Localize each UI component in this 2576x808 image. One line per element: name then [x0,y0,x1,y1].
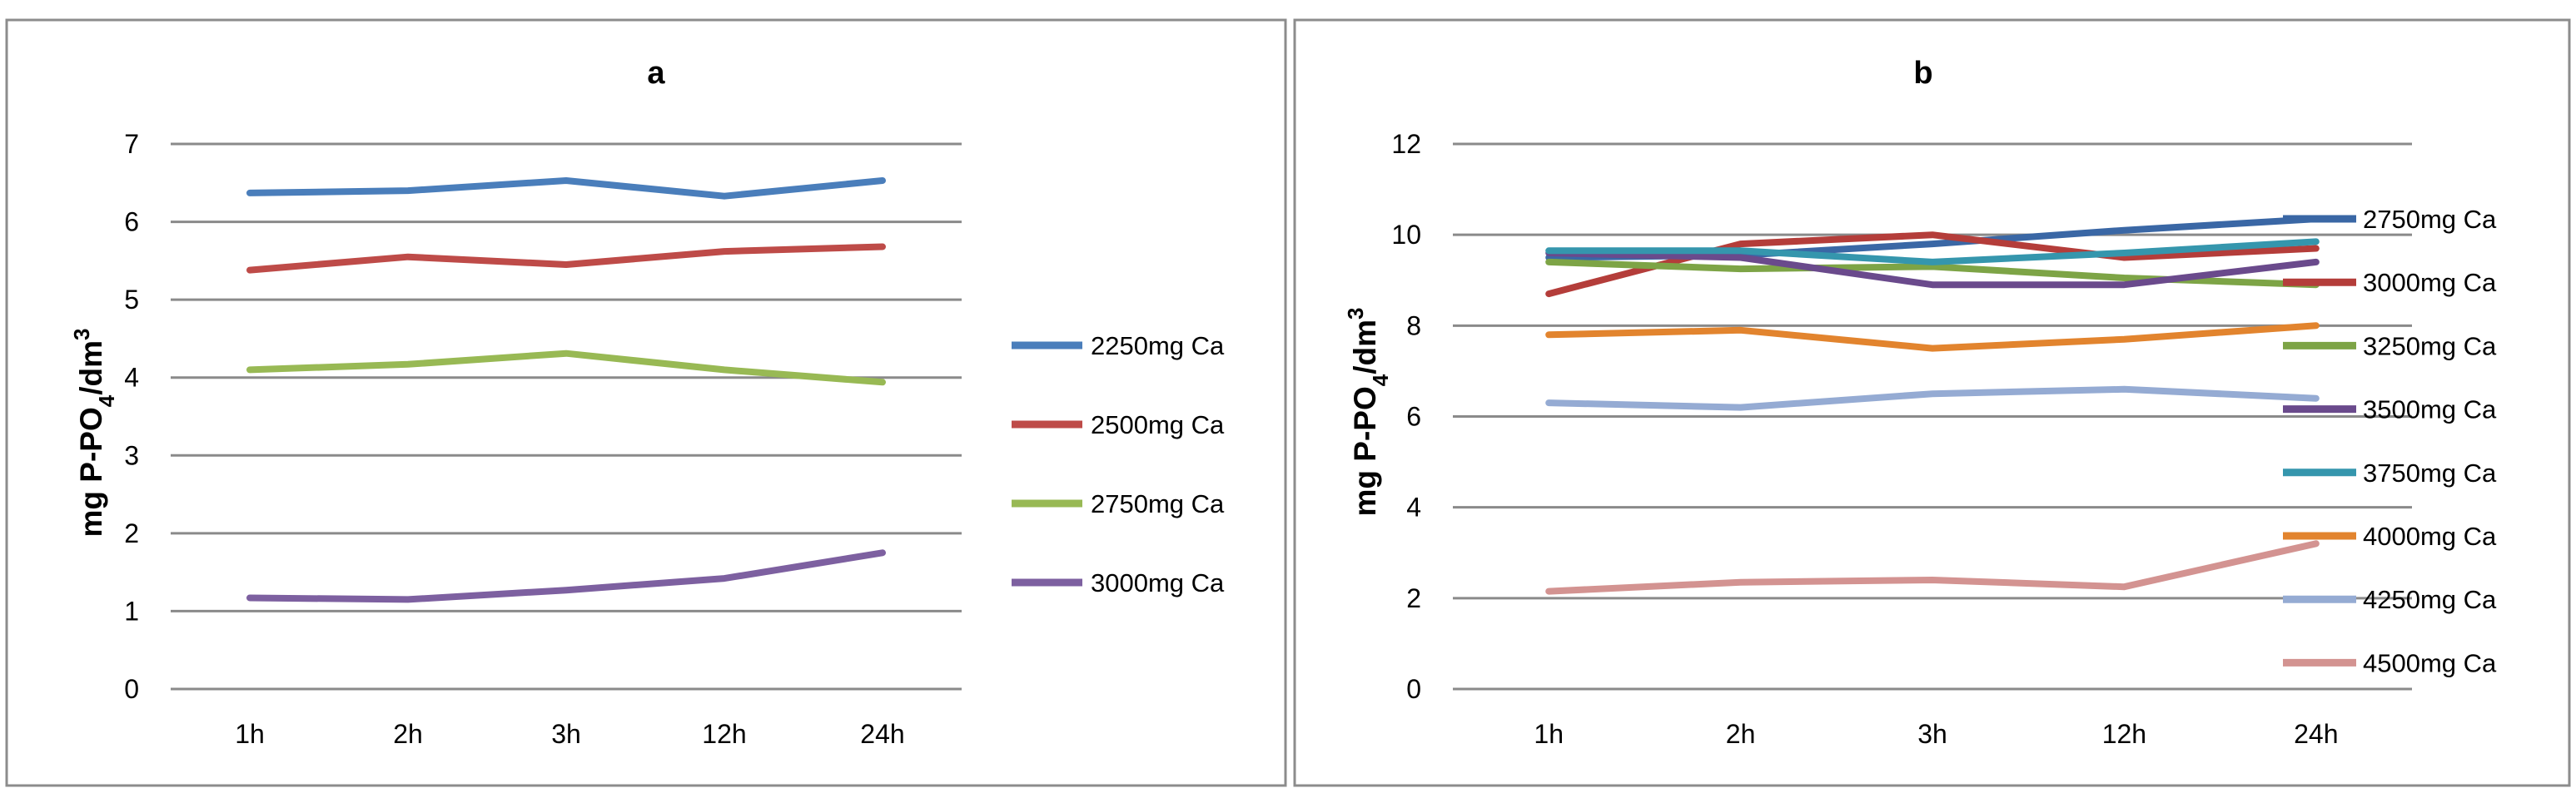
chart-a-x-tick-label: 3h [551,719,581,749]
chart-a-legend-label: 2250mg Ca [1091,331,1225,360]
chart-b-legend-label: 3500mg Ca [2363,395,2497,424]
chart-a-x-tick-label: 24h [860,719,904,749]
chart-a-legend: 2250mg Ca 2500mg Ca 2750mg Ca 3000mg Ca [1012,331,1225,597]
chart-a-x-ticks: 1h 2h 3h 12h 24h [235,719,904,749]
chart-a-y-tick-label: 1 [124,596,139,626]
chart-a-series-line-2250mg-ca [246,177,886,200]
chart-b-y-tick-label: 0 [1406,674,1421,704]
chart-a-legend-label: 2500mg Ca [1091,410,1225,439]
chart-b-x-tick-label: 3h [1917,719,1947,749]
chart-b-legend-label: 3750mg Ca [2363,459,2497,488]
chart-b-legend-label: 3000mg Ca [2363,268,2497,297]
chart-a-legend-label: 3000mg Ca [1091,568,1225,597]
chart-a-series [246,177,886,603]
chart-a-title: a [647,56,665,91]
chart-b-legend-label: 2750mg Ca [2363,205,2497,234]
chart-a-y-tick-label: 7 [124,129,139,159]
chart-b-series-line-4000mg-ca [1545,322,2320,352]
chart-a-y-tick-label: 5 [124,285,139,315]
chart-b-y-tick-label: 12 [1391,129,1421,159]
chart-a-x-tick-label: 1h [235,719,265,749]
chart-a-series-line-3000mg-ca [246,549,886,603]
chart-a-gridlines [171,142,962,691]
chart-b-frame [1293,18,2571,787]
chart-b-y-tick-label: 4 [1406,493,1421,523]
chart-b-gridlines [1453,142,2412,691]
chart-b-y-tick-label: 2 [1406,583,1421,613]
chart-a-series-line-2750mg-ca [246,349,886,386]
chart-b-y-tick-label: 6 [1406,402,1421,432]
chart-a-y-axis-label: mg P-PO4/dm3 [69,329,119,538]
chart-a-y-ticks: 0 1 2 3 4 5 6 7 [124,129,139,704]
chart-a-y-tick-label: 6 [124,207,139,237]
chart-b-legend-label: 4000mg Ca [2363,522,2497,551]
chart-b-y-tick-label: 10 [1391,220,1421,250]
chart-b-x-tick-label: 1h [1534,719,1564,749]
chart-a-x-tick-label: 12h [702,719,746,749]
chart-b-legend: 2750mg Ca 3000mg Ca 3250mg Ca 3500mg Ca 3750… [2283,205,2497,677]
chart-a-series-line-2500mg-ca [246,243,886,274]
chart-a-x-tick-label: 2h [393,719,423,749]
chart-b-legend-label: 4250mg Ca [2363,585,2497,614]
chart-b-title: b [1913,56,1932,91]
chart-b-y-ticks: 0 2 4 6 8 10 12 [1391,129,1421,704]
chart-b-series-line-3500mg-ca [1545,250,2320,289]
chart-a-legend-label: 2750mg Ca [1091,489,1225,518]
chart-b-x-ticks: 1h 2h 3h 12h 24h [1534,719,2338,749]
chart-b-x-tick-label: 24h [2294,719,2338,749]
chart-b-series-line-4500mg-ca [1545,540,2320,595]
chart-b-y-axis-label: mg P-PO4/dm3 [1343,308,1393,517]
chart-a-y-tick-label: 4 [124,363,139,393]
chart-b-y-tick-label: 8 [1406,310,1421,340]
chart-b: b 0 2 4 6 8 10 12 1h 2h 3h 12h 24h 2750mg Ca 3000mg… [1293,18,2571,787]
chart-b-legend-label: 4500mg Ca [2363,648,2497,677]
chart-a: a 0 1 2 3 4 5 6 7 1h 2h 3h 12h 24h 2250mg Ca 2500mg … [5,18,1287,787]
chart-b-series-line-3750mg-ca [1545,238,2320,265]
chart-b-legend-label: 3250mg Ca [2363,331,2497,360]
chart-a-y-tick-label: 3 [124,440,139,470]
chart-b-series-line-3000mg-ca [1545,231,2320,298]
chart-b-x-tick-label: 2h [1726,719,1756,749]
chart-a-y-tick-label: 2 [124,518,139,548]
chart-b-series [1545,216,2320,595]
chart-a-frame [5,18,1287,787]
chart-a-y-tick-label: 0 [124,674,139,704]
chart-b-x-tick-label: 12h [2102,719,2146,749]
chart-b-series-line-4250mg-ca [1545,385,2320,411]
